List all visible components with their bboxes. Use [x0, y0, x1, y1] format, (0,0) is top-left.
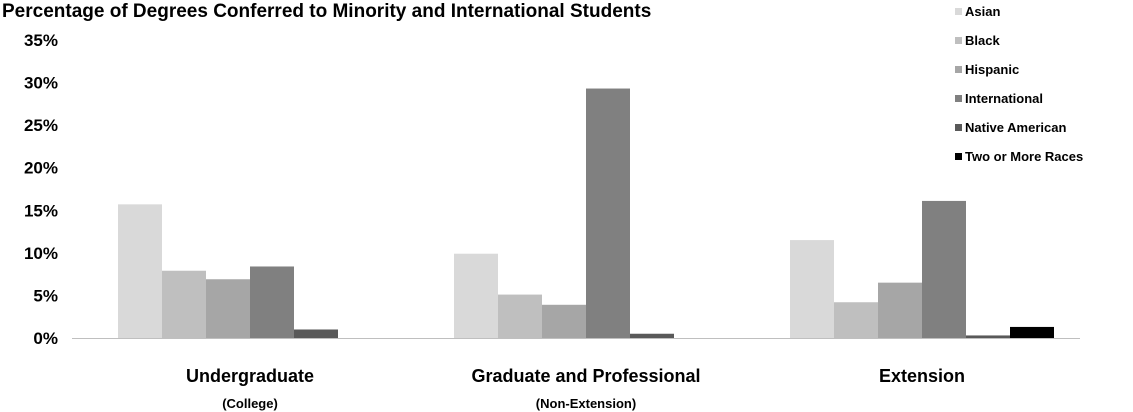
bar-international — [922, 200, 966, 338]
y-tick-label: 25% — [24, 116, 58, 135]
bar-two-or-more-races — [1010, 326, 1054, 338]
bar-asian — [118, 204, 162, 338]
legend-swatch — [955, 66, 962, 73]
category-label: Undergraduate — [186, 366, 314, 386]
bar-native-american — [966, 335, 1010, 338]
bar-black — [162, 270, 206, 338]
bar-international — [586, 88, 630, 338]
y-tick-label: 0% — [33, 329, 58, 348]
bar-hispanic — [206, 279, 250, 338]
chart-title: Percentage of Degrees Conferred to Minor… — [2, 1, 651, 22]
legend-label: Black — [965, 33, 1000, 48]
bar-native-american — [630, 333, 674, 338]
legend: Asian Black Hispanic International Native Am… — [955, 4, 1083, 164]
legend-label: Two or More Races — [965, 149, 1083, 164]
legend-swatch — [955, 153, 962, 160]
legend-swatch — [955, 95, 962, 102]
legend-label: International — [965, 91, 1043, 106]
legend-label: Hispanic — [965, 62, 1019, 77]
x-axis-labels: Undergraduate (College) Graduate and Profe… — [186, 366, 965, 411]
bar-black — [834, 302, 878, 338]
legend-label: Native American — [965, 120, 1066, 135]
bar-asian — [790, 240, 834, 338]
bar-international — [250, 266, 294, 338]
category-sublabel: (College) — [222, 396, 278, 411]
y-tick-label: 20% — [24, 159, 58, 178]
y-tick-label: 15% — [24, 201, 58, 220]
bar-native-american — [294, 329, 338, 338]
legend-swatch — [955, 124, 962, 131]
category-label: Graduate and Professional — [471, 366, 700, 386]
category-sublabel: (Non-Extension) — [536, 396, 636, 411]
y-tick-label: 5% — [33, 286, 58, 305]
y-tick-label: 10% — [24, 244, 58, 263]
category-label: Extension — [879, 366, 965, 386]
legend-label: Asian — [965, 4, 1000, 19]
bar-asian — [454, 253, 498, 338]
y-tick-label: 35% — [24, 31, 58, 50]
bar-hispanic — [542, 304, 586, 338]
y-axis-ticks: 0% 5% 10% 15% 20% 25% 30% 35% — [24, 31, 58, 348]
bar-black — [498, 294, 542, 338]
legend-swatch — [955, 37, 962, 44]
bars — [118, 88, 1054, 338]
y-tick-label: 30% — [24, 74, 58, 93]
legend-swatch — [955, 8, 962, 15]
bar-hispanic — [878, 282, 922, 338]
